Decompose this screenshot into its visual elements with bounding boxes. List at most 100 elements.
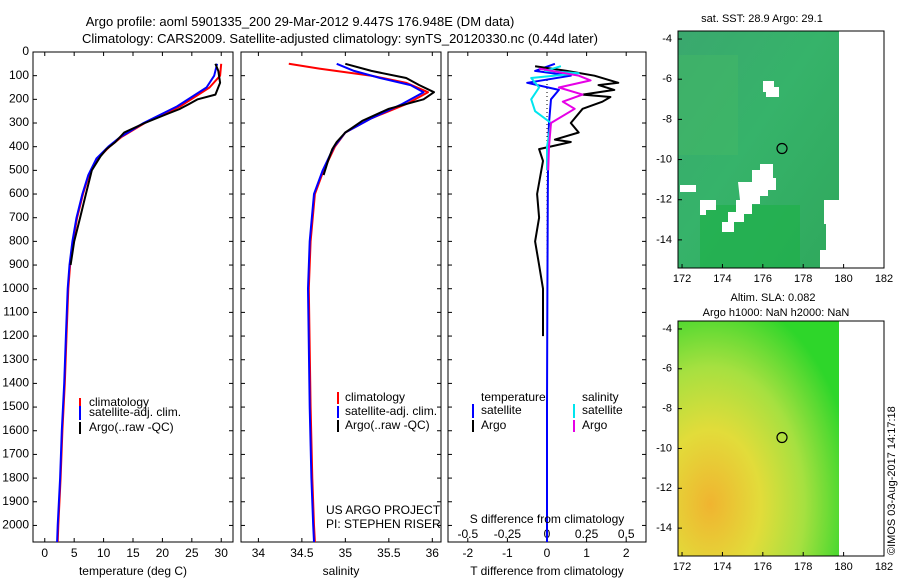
map-y-tick-label: -8: [662, 113, 672, 125]
series-line-argo-raw-qc-: [322, 62, 435, 176]
x-tick-label: -1: [502, 546, 513, 560]
legend-label: satellite: [481, 403, 522, 417]
sst-map-title: sat. SST: 28.9 Argo: 29.1: [701, 13, 823, 25]
x2-tick-label: -0.25: [494, 527, 522, 541]
x-tick-label: 34.5: [290, 546, 314, 560]
y-tick-label: 100: [9, 68, 29, 82]
map-y-tick-label: -14: [656, 522, 672, 534]
sst-map-frame: [677, 30, 885, 269]
x-tick-label: 5: [71, 546, 78, 560]
sla-map-panel: Altim. SLA: 0.082 Argo h1000: NaN h2000:…: [656, 292, 893, 573]
x-tick-label: 34: [252, 546, 266, 560]
y-tick-label: 1600: [2, 423, 29, 437]
y-tick-label: 0: [22, 44, 29, 58]
y-tick-label: 300: [9, 115, 29, 129]
legend-label: satellite-adj. clim.: [89, 405, 181, 419]
x-tick-label: 35: [339, 546, 353, 560]
series-line-salinity-argo: [538, 67, 592, 171]
map-y-tick-label: -6: [662, 363, 672, 375]
temperature-plot-frame: [32, 51, 234, 543]
map-x-tick-label: 180: [834, 273, 852, 285]
legend-label: Argo(..raw -QC): [345, 418, 430, 432]
sla-map-subtitle: Argo h1000: NaN h2000: NaN: [703, 307, 850, 319]
x-tick-label: 25: [185, 546, 199, 560]
x-tick-label: 0: [41, 546, 48, 560]
map-y-tick-label: -4: [662, 323, 672, 335]
y-tick-label: 600: [9, 186, 29, 200]
map-x-tick-label: 180: [834, 561, 852, 573]
x2-tick-label: -0.5: [457, 527, 478, 541]
sla-map-title: Altim. SLA: 0.082: [731, 292, 816, 304]
map-x-tick-label: 176: [754, 561, 772, 573]
salinity-legend: climatology satellite-adj. clim. Argo(..…: [337, 390, 437, 432]
y-tick-label: 1900: [2, 494, 29, 508]
series-line-climatology: [288, 62, 429, 543]
salinity-plot-frame: [240, 51, 442, 543]
map-y-tick-label: -14: [656, 234, 672, 246]
map-y-tick-label: -12: [656, 194, 672, 206]
y-tick-label: 1200: [2, 328, 29, 342]
cloud-gap: [700, 200, 716, 215]
map-x-tick-label: 178: [794, 561, 812, 573]
y-tick-label: 1700: [2, 447, 29, 461]
s-diff-xlabel: S difference from climatology: [470, 512, 625, 526]
x-tick-label: 1: [583, 546, 590, 560]
map-x-tick-label: 178: [794, 273, 812, 285]
sla-map-frame: [677, 320, 885, 557]
map-x-tick-label: 182: [875, 561, 893, 573]
map-x-tick-label: 174: [713, 273, 731, 285]
map-y-tick-label: -8: [662, 403, 672, 415]
x-tick-label: 36: [426, 546, 440, 560]
map-x-tick-label: 182: [875, 273, 893, 285]
series-line-argo-raw-qc-: [69, 63, 222, 266]
map-y-tick-label: -4: [662, 33, 672, 45]
project-credit: US ARGO PROJECT: [326, 503, 441, 517]
legend-label: Argo(..raw -QC): [89, 420, 174, 434]
x2-tick-label: 0.5: [618, 527, 635, 541]
y-tick-label: 2000: [2, 518, 29, 532]
temperature-legend: climatology satellite-adj. clim. Argo(..…: [79, 395, 181, 434]
cloud-gap: [820, 200, 839, 268]
map-y-tick-label: -10: [656, 442, 672, 454]
x-tick-label: 2: [623, 546, 630, 560]
salinity-xlabel: salinity: [323, 564, 360, 578]
map-y-tick-label: -12: [656, 482, 672, 494]
y-tick-label: 1000: [2, 281, 29, 295]
y-tick-label: 800: [9, 234, 29, 248]
header-line1: Argo profile: aoml 5901335_200 29-Mar-20…: [86, 14, 515, 29]
legend-label: Argo: [582, 418, 608, 432]
series-line-satellite-adj-clim-: [56, 63, 219, 543]
cloud-gap: [680, 185, 696, 192]
y-tick-label: 500: [9, 163, 29, 177]
t-diff-xlabel: T difference from climatology: [470, 564, 624, 578]
y-tick-label: 1300: [2, 352, 29, 366]
legend-title-temperature: temperature: [481, 390, 546, 404]
legend-title-salinity: salinity: [582, 390, 619, 404]
x-tick-label: 20: [156, 546, 170, 560]
legend-label: satellite-adj. clim.: [345, 404, 437, 418]
sst-map-panel: sat. SST: 28.9 Argo: 29.1 172 174 176 178 18…: [656, 13, 893, 285]
pi-credit: PI: STEPHEN RISER: [326, 517, 441, 531]
argo-float-marker: [776, 431, 788, 444]
legend-label: satellite: [582, 403, 623, 417]
salinity-panel: 34 34.5 35 35.5 36 climatology satellite-adj…: [240, 51, 442, 578]
sst-patch: [678, 55, 738, 155]
series-line-satellite-adj-clim-: [307, 62, 425, 543]
x2-tick-label: 0.25: [575, 527, 599, 541]
sst-patch: [700, 205, 800, 268]
y-tick-label: 700: [9, 210, 29, 224]
temperature-xlabel: temperature (deg C): [79, 564, 187, 578]
legend-label: climatology: [89, 395, 149, 409]
y-tick-label: 1100: [3, 305, 29, 319]
y-tick-label: 1800: [2, 470, 29, 484]
map-x-tick-label: 174: [713, 561, 731, 573]
x-tick-label: -2: [462, 546, 473, 560]
temperature-panel: 0100200300400500600700800900100011001200…: [2, 44, 234, 578]
difference-panel: -2 -1 0 1 2-0.5 -0.25 0 0.25 0.5 temperature sat…: [447, 51, 647, 578]
x-tick-label: 35.5: [377, 546, 401, 560]
map-x-tick-label: 172: [673, 273, 691, 285]
y-tick-label: 1500: [2, 399, 29, 413]
argo-float-marker: [776, 142, 788, 155]
series-line-climatology: [56, 63, 223, 543]
